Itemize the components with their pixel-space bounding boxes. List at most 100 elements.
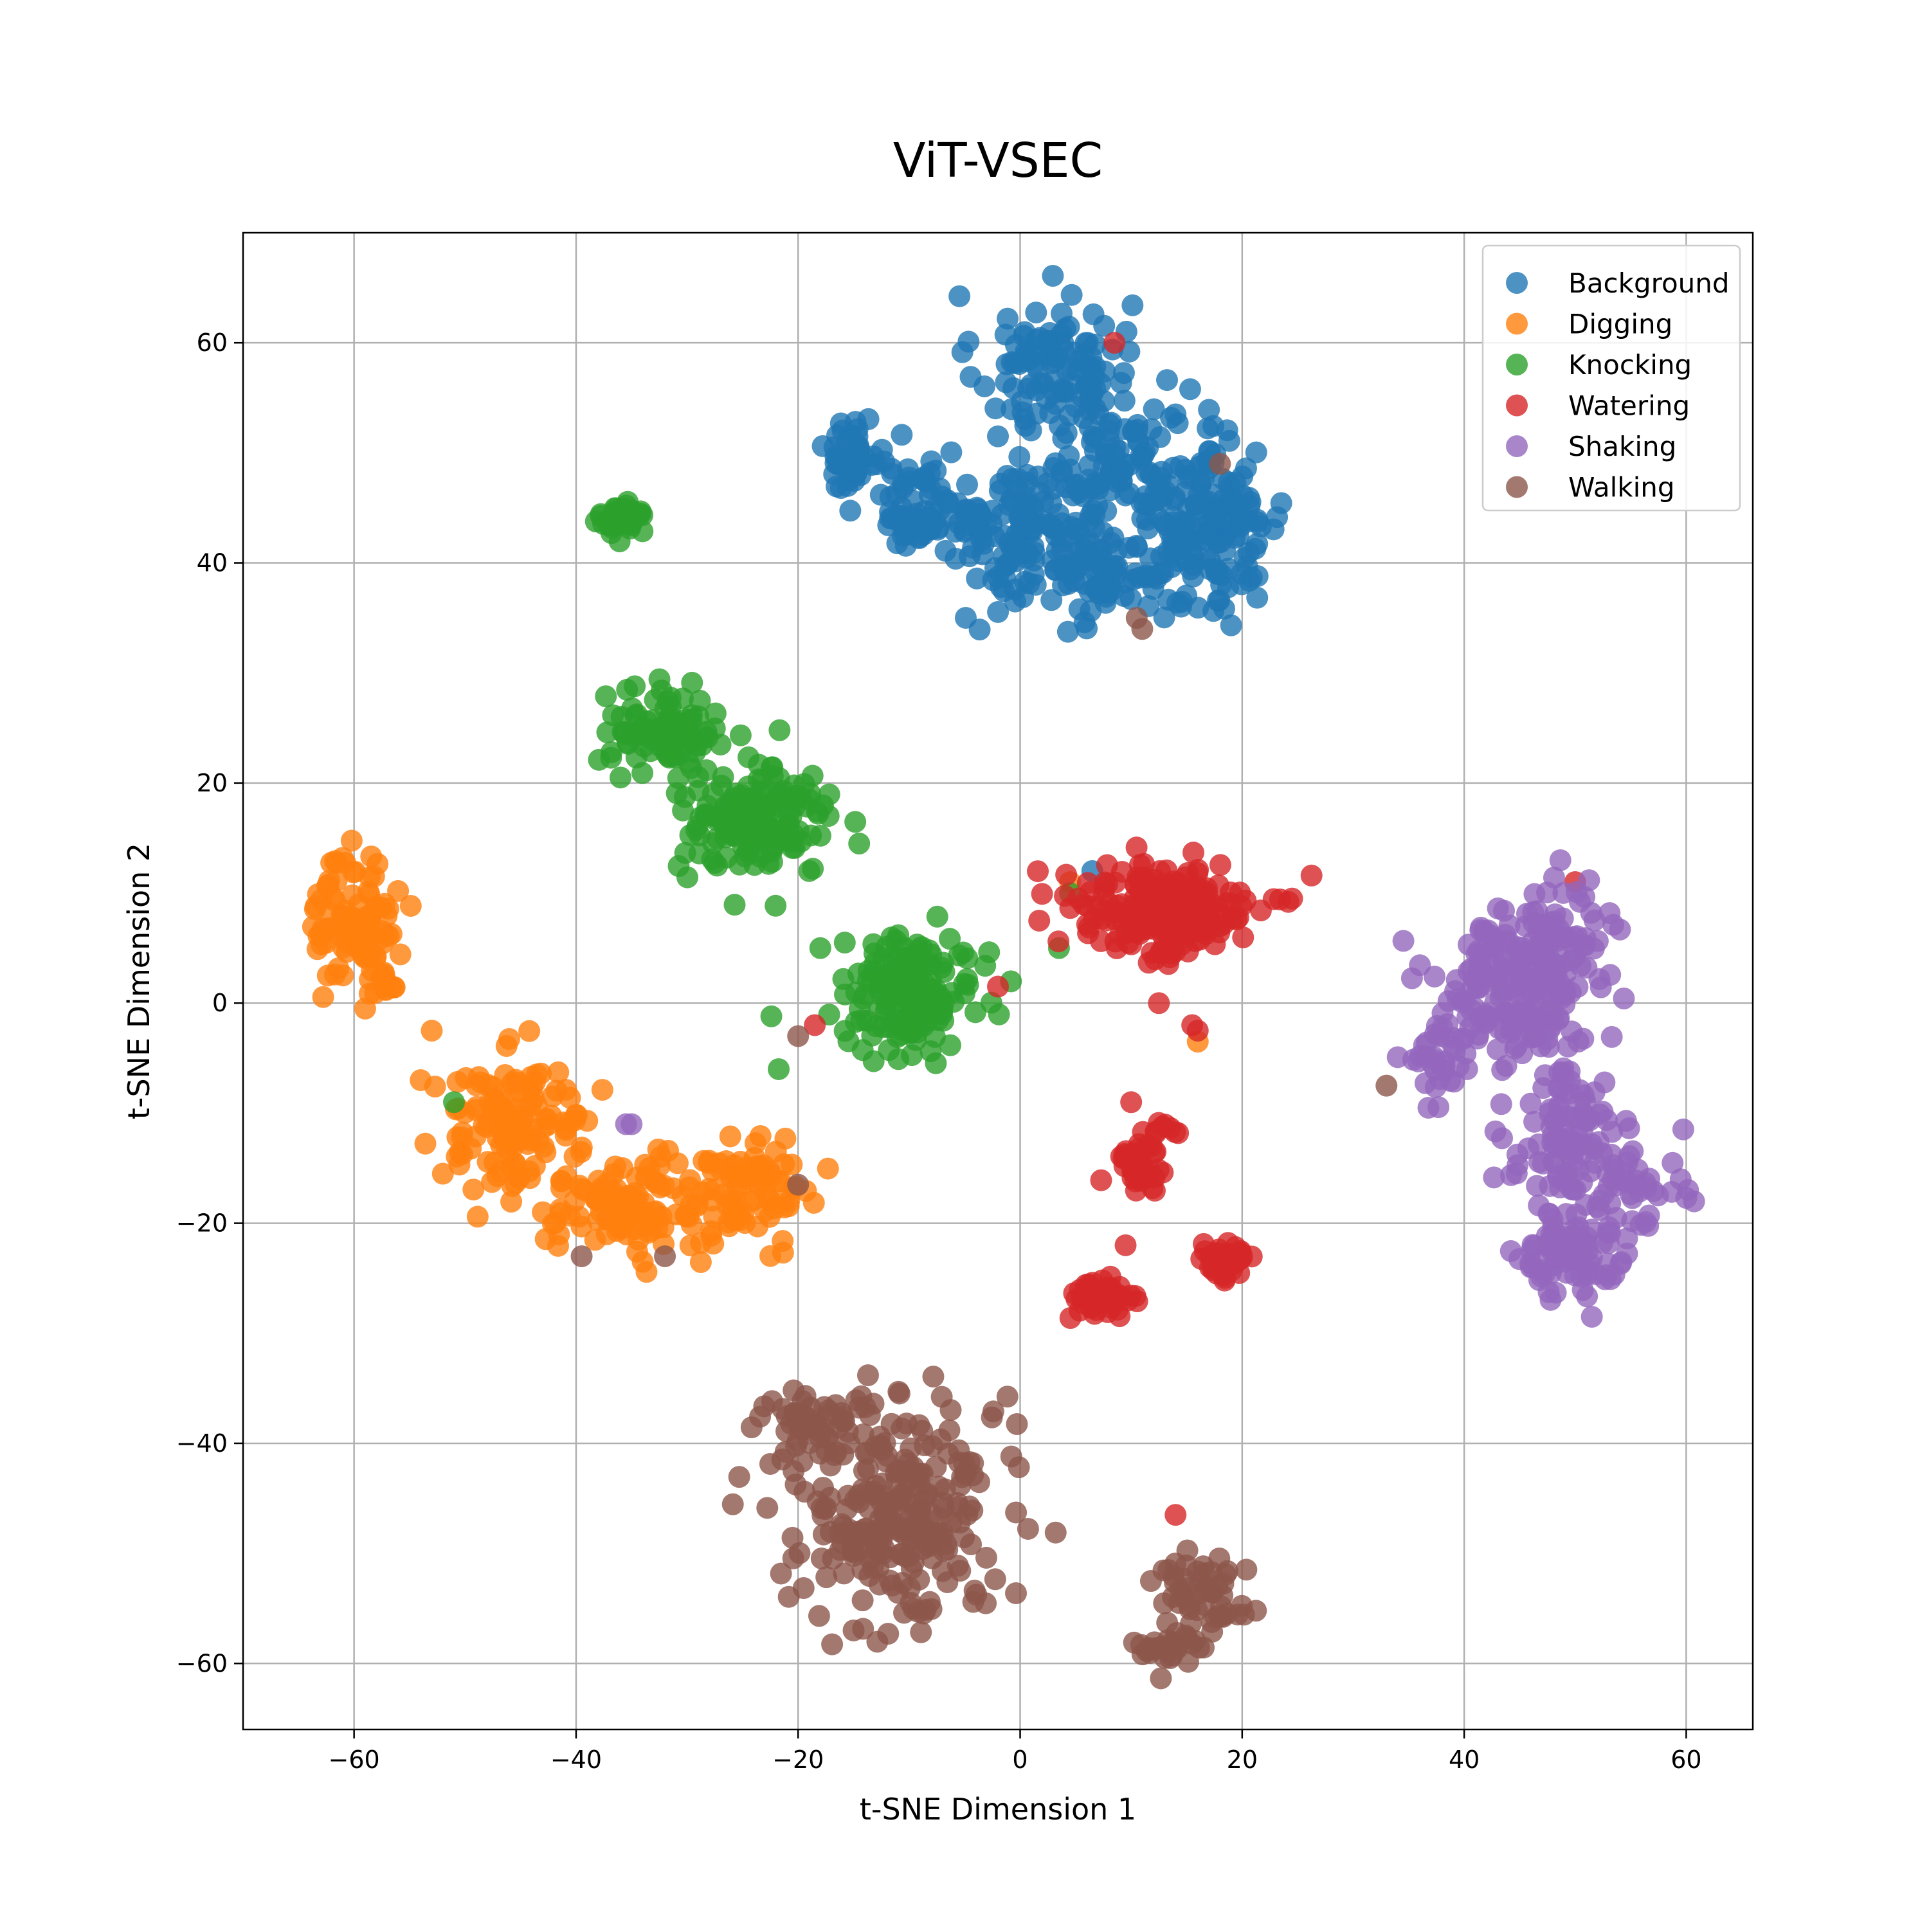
data-point xyxy=(1669,1168,1692,1191)
data-point xyxy=(476,1151,499,1173)
chart-title: ViT-VSEC xyxy=(893,133,1103,188)
data-point xyxy=(680,1213,703,1236)
data-point xyxy=(925,1456,947,1478)
legend-label: Digging xyxy=(1568,309,1672,340)
data-point xyxy=(787,1173,810,1196)
data-point xyxy=(1204,528,1226,551)
data-point xyxy=(959,366,982,388)
data-point xyxy=(894,1546,917,1568)
data-point xyxy=(665,1203,687,1225)
data-point xyxy=(995,371,1017,393)
data-point xyxy=(1078,454,1101,476)
data-point xyxy=(951,341,974,363)
data-point xyxy=(1008,446,1031,468)
data-point xyxy=(1157,953,1180,975)
data-point xyxy=(869,1425,891,1448)
data-point xyxy=(1005,1582,1028,1605)
legend-marker xyxy=(1506,435,1528,457)
legend-marker xyxy=(1506,394,1528,417)
data-point xyxy=(814,1498,837,1521)
data-point xyxy=(1056,620,1079,643)
data-point xyxy=(1017,1517,1039,1540)
data-point xyxy=(1177,464,1200,487)
data-point xyxy=(1400,967,1423,989)
data-point xyxy=(761,851,783,873)
data-point xyxy=(462,1178,485,1201)
data-point xyxy=(596,721,619,744)
data-point xyxy=(826,448,848,471)
x-tick-label: 40 xyxy=(1449,1746,1480,1774)
data-point xyxy=(984,1568,1006,1591)
data-point xyxy=(968,1471,990,1494)
data-point xyxy=(591,1079,613,1101)
data-point xyxy=(932,1540,955,1562)
data-point xyxy=(1593,1071,1616,1094)
data-point xyxy=(728,1466,750,1488)
data-point xyxy=(1186,862,1209,885)
data-point xyxy=(908,1414,930,1436)
data-point xyxy=(1566,925,1588,948)
data-point xyxy=(1062,341,1085,364)
data-point xyxy=(1006,1413,1028,1435)
data-point xyxy=(608,1217,631,1240)
data-point xyxy=(714,795,736,818)
legend-marker xyxy=(1506,476,1528,498)
data-point xyxy=(1064,560,1087,582)
series-shaking xyxy=(615,849,1705,1328)
data-point xyxy=(1238,570,1260,592)
data-point xyxy=(600,746,622,769)
data-point xyxy=(1109,1305,1131,1328)
data-point xyxy=(1125,836,1148,859)
legend: Background Digging Knocking Watering Shaking… xyxy=(1481,244,1741,512)
data-point xyxy=(1017,541,1039,564)
data-point xyxy=(1048,414,1071,437)
data-point xyxy=(1487,897,1509,919)
data-point xyxy=(777,1585,800,1608)
x-tick-label: 20 xyxy=(1227,1746,1258,1774)
data-point xyxy=(730,1174,753,1196)
data-point xyxy=(1547,1097,1570,1119)
data-point xyxy=(912,952,934,975)
data-point xyxy=(962,1591,984,1613)
data-point xyxy=(766,784,789,807)
data-point xyxy=(1164,1504,1187,1526)
data-point xyxy=(1180,558,1202,581)
data-point xyxy=(719,1125,741,1148)
data-point xyxy=(563,1189,586,1212)
plot-frame xyxy=(242,231,1754,1731)
legend-label: Background xyxy=(1568,267,1730,299)
data-point xyxy=(532,1135,555,1158)
data-point xyxy=(1148,992,1170,1015)
data-point xyxy=(1552,881,1575,904)
data-point xyxy=(1552,1061,1574,1084)
data-point xyxy=(1098,419,1120,442)
data-point xyxy=(322,886,344,908)
data-point xyxy=(518,1020,541,1042)
x-tick-label: 0 xyxy=(1012,1746,1028,1774)
data-point xyxy=(936,489,959,511)
y-tick-label: −60 xyxy=(176,1649,228,1677)
data-point xyxy=(1119,1143,1141,1166)
data-point xyxy=(1202,497,1225,519)
data-point xyxy=(685,734,708,757)
data-point xyxy=(1500,1018,1523,1041)
data-point xyxy=(590,1177,612,1200)
data-point xyxy=(1016,471,1038,494)
data-point xyxy=(987,600,1010,623)
data-point xyxy=(1199,558,1221,581)
data-point xyxy=(1616,1227,1638,1250)
data-point xyxy=(620,511,643,534)
data-point xyxy=(666,782,688,804)
data-point xyxy=(954,606,977,629)
data-point xyxy=(743,854,766,876)
data-point xyxy=(1480,925,1502,947)
data-point xyxy=(490,1134,512,1157)
data-point xyxy=(839,500,862,522)
data-point xyxy=(667,855,690,878)
data-point xyxy=(940,441,963,464)
data-point xyxy=(850,1385,873,1407)
data-point xyxy=(1523,883,1546,905)
data-point xyxy=(723,1209,745,1231)
data-point xyxy=(1113,390,1136,412)
